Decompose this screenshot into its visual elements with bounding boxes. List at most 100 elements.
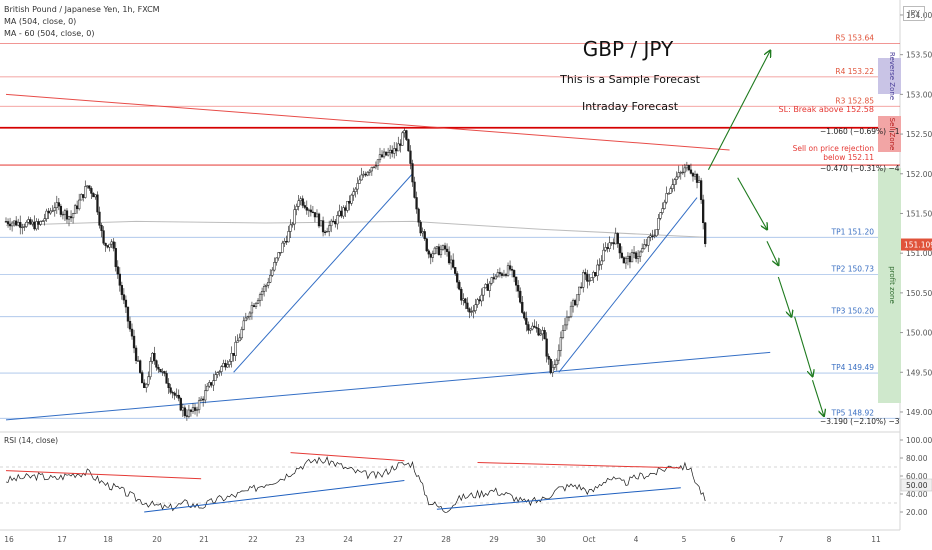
candle-body (210, 382, 213, 386)
candle-body (596, 264, 599, 277)
candle-body (630, 252, 634, 263)
candle-body (618, 243, 621, 254)
candle-body (313, 212, 317, 218)
trendlines (5, 93, 771, 421)
candle-body (588, 280, 591, 282)
candle-body (281, 242, 284, 253)
candle-body (181, 407, 184, 411)
price-axis[interactable]: 149.00 149.50 150.00 150.50 151.00 151.50 152.… (900, 11, 932, 417)
time-tick-label: 16 (4, 535, 14, 544)
candle-body (620, 252, 623, 258)
candle-body (533, 325, 536, 328)
candle-body (592, 272, 595, 278)
candle-body (69, 216, 73, 219)
candle-body (482, 287, 485, 296)
time-tick-label: 8 (827, 535, 832, 544)
rsi-tick-label: 80.00 (906, 454, 928, 463)
candle-body (669, 188, 672, 194)
candle-body (704, 222, 707, 245)
candle-body (112, 241, 115, 249)
measure-top: −1.060 (−0.69%) −1 (820, 127, 900, 136)
candle-body (132, 335, 136, 349)
ma2-label: MA - 60 (504, close, 0) (4, 29, 95, 38)
candle-body (204, 390, 207, 401)
candle-body (460, 288, 463, 301)
candle-body (39, 221, 42, 225)
candle-body (480, 294, 483, 302)
candle-body (653, 235, 656, 237)
rsi-resistance-trendline (5, 470, 202, 480)
candle-body (317, 213, 321, 227)
candle-body (421, 231, 424, 234)
candle-body (622, 257, 626, 264)
candle-body (33, 221, 36, 230)
candle-body (53, 207, 56, 211)
candle-body (19, 222, 22, 228)
candle-body (378, 154, 382, 161)
time-tick-label: 27 (393, 535, 403, 544)
candle-body (504, 274, 508, 276)
rsi-tick-label: 100.00 (906, 436, 932, 445)
candle-body (279, 252, 282, 254)
candle-body (393, 148, 396, 154)
rsi-resistance-trendline (477, 462, 681, 469)
candle-body (360, 174, 363, 181)
candle-body (185, 415, 189, 417)
candle-body (187, 409, 191, 417)
main-grid (0, 0, 901, 531)
candle-body (273, 262, 276, 271)
time-axis[interactable]: 16 17 18 20 21 22 23 24 27 28 29 30 Oct 4 5 6 7 8 11 (4, 535, 881, 544)
candle-body (96, 194, 99, 213)
sell-label-1: Sell on price rejection (793, 144, 875, 153)
candle-body (427, 250, 430, 255)
candle-body (238, 337, 241, 342)
candle-body (130, 328, 134, 337)
candle-body (118, 273, 121, 286)
candle-body (177, 394, 180, 399)
level-label: TP1 151.20 (830, 227, 874, 236)
candle-body (143, 382, 146, 388)
candle-body (443, 245, 447, 250)
candle-body (604, 247, 607, 251)
candle-body (474, 304, 477, 311)
price-tick-label: 153.50 (906, 51, 932, 60)
candle-body (254, 302, 258, 307)
candle-body (689, 169, 693, 174)
candle-body (10, 222, 14, 227)
candle-body (435, 246, 439, 249)
time-tick-label: 4 (634, 535, 639, 544)
candle-body (147, 376, 150, 385)
time-tick-label: 5 (682, 535, 687, 544)
candle-body (472, 310, 475, 312)
candle-body (539, 333, 542, 336)
reverse-zone-band (878, 58, 901, 94)
candle-body (15, 220, 18, 226)
candle-body (380, 154, 384, 158)
candle-body (573, 300, 577, 306)
candle-body (8, 223, 12, 227)
candle-body (529, 328, 532, 331)
candle-body (299, 198, 302, 201)
candle-body (545, 338, 548, 357)
candle-body (183, 407, 187, 416)
rsi-line (5, 456, 706, 513)
forecast-arrows (707, 51, 823, 416)
forecast-arrow (777, 276, 791, 317)
time-tick-label: 28 (441, 535, 451, 544)
price-tick-label: 150.50 (906, 289, 932, 298)
candle-body (636, 256, 640, 259)
candle-body (488, 282, 491, 291)
candle-body (695, 173, 699, 183)
candle-body (94, 194, 97, 198)
candle-body (61, 213, 65, 216)
sell-zone-label: Sell Zone (888, 118, 896, 151)
candle-body (578, 286, 581, 296)
logo: JPY (903, 6, 925, 21)
candle-body (141, 372, 144, 384)
forecast-arrow (811, 380, 823, 416)
candle-body (563, 324, 567, 331)
candle-body (208, 382, 211, 387)
candle-body (23, 226, 26, 228)
sell-label-2: below 152.11 (823, 153, 874, 162)
